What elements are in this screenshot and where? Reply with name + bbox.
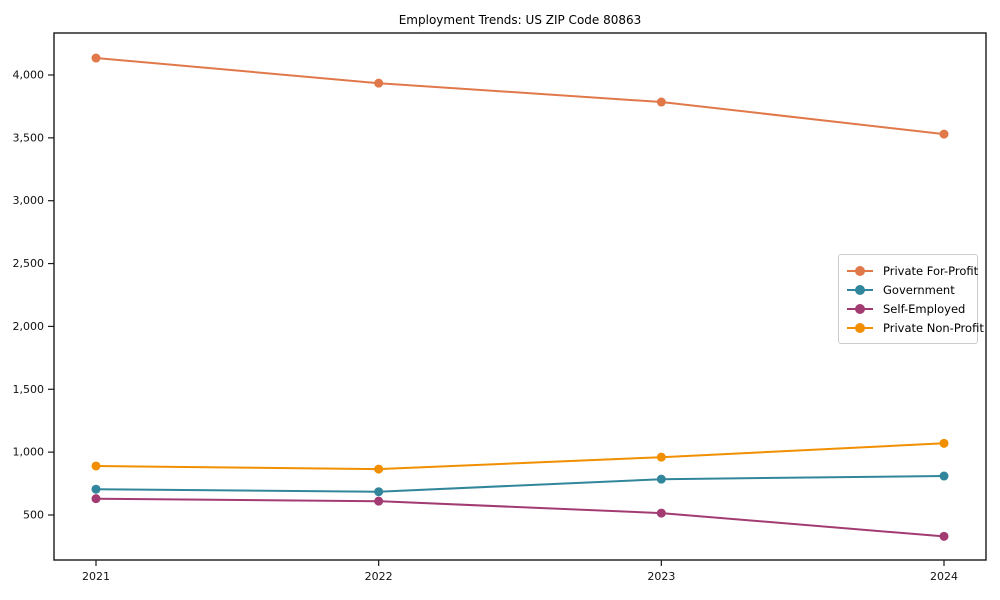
- legend-entry: Self-Employed: [847, 300, 969, 318]
- series-line: [95, 442, 945, 471]
- legend-entry: Private Non-Profit: [847, 319, 984, 337]
- series-line: [95, 57, 945, 136]
- data-point-marker: [656, 97, 666, 107]
- legend-line-marker-icon: [847, 303, 873, 314]
- legend-line-marker-icon: [847, 265, 873, 276]
- data-point-marker: [939, 438, 949, 448]
- data-point-marker: [656, 452, 666, 462]
- y-tick-label: 2,000: [13, 320, 45, 333]
- legend: Private For-Profit Government Self-Employe…: [838, 254, 984, 344]
- y-tick-label: 500: [23, 508, 44, 521]
- series-line: [95, 475, 945, 493]
- plot-frame: [53, 32, 987, 561]
- data-point-marker: [939, 531, 949, 541]
- legend-label: Private Non-Profit: [883, 320, 984, 335]
- legend-label: Self-Employed: [883, 301, 966, 316]
- chart-title: Employment Trends: US ZIP Code 80863: [398, 13, 642, 27]
- x-tick-label: 2021: [82, 570, 110, 583]
- legend-label: Government: [883, 282, 955, 297]
- legend-line-marker-icon: [847, 322, 873, 333]
- x-tick-label: 2022: [365, 570, 393, 583]
- x-tick-label: 2024: [930, 570, 958, 583]
- legend-line-marker-icon: [847, 284, 873, 295]
- y-tick-label: 3,000: [13, 194, 45, 207]
- series-line: [95, 497, 945, 538]
- legend-entry: Government: [847, 281, 969, 299]
- data-point-marker: [91, 484, 101, 494]
- data-point-marker: [656, 508, 666, 518]
- y-tick-label: 3,500: [13, 131, 45, 144]
- legend-entry: Private For-Profit: [847, 262, 978, 280]
- data-point-marker: [91, 461, 101, 471]
- data-point-marker: [374, 78, 384, 88]
- data-point-marker: [939, 129, 949, 139]
- data-point-marker: [939, 471, 949, 481]
- data-point-marker: [91, 494, 101, 504]
- data-point-marker: [374, 496, 384, 506]
- x-tick-label: 2023: [647, 570, 675, 583]
- data-point-marker: [374, 487, 384, 497]
- y-tick-label: 1,500: [13, 383, 45, 396]
- y-tick-label: 4,000: [13, 68, 45, 81]
- data-point-marker: [656, 474, 666, 484]
- data-point-marker: [91, 53, 101, 63]
- legend-label: Private For-Profit: [883, 263, 979, 278]
- y-tick-label: 2,500: [13, 257, 45, 270]
- data-point-marker: [374, 464, 384, 474]
- y-tick-label: 1,000: [13, 446, 45, 459]
